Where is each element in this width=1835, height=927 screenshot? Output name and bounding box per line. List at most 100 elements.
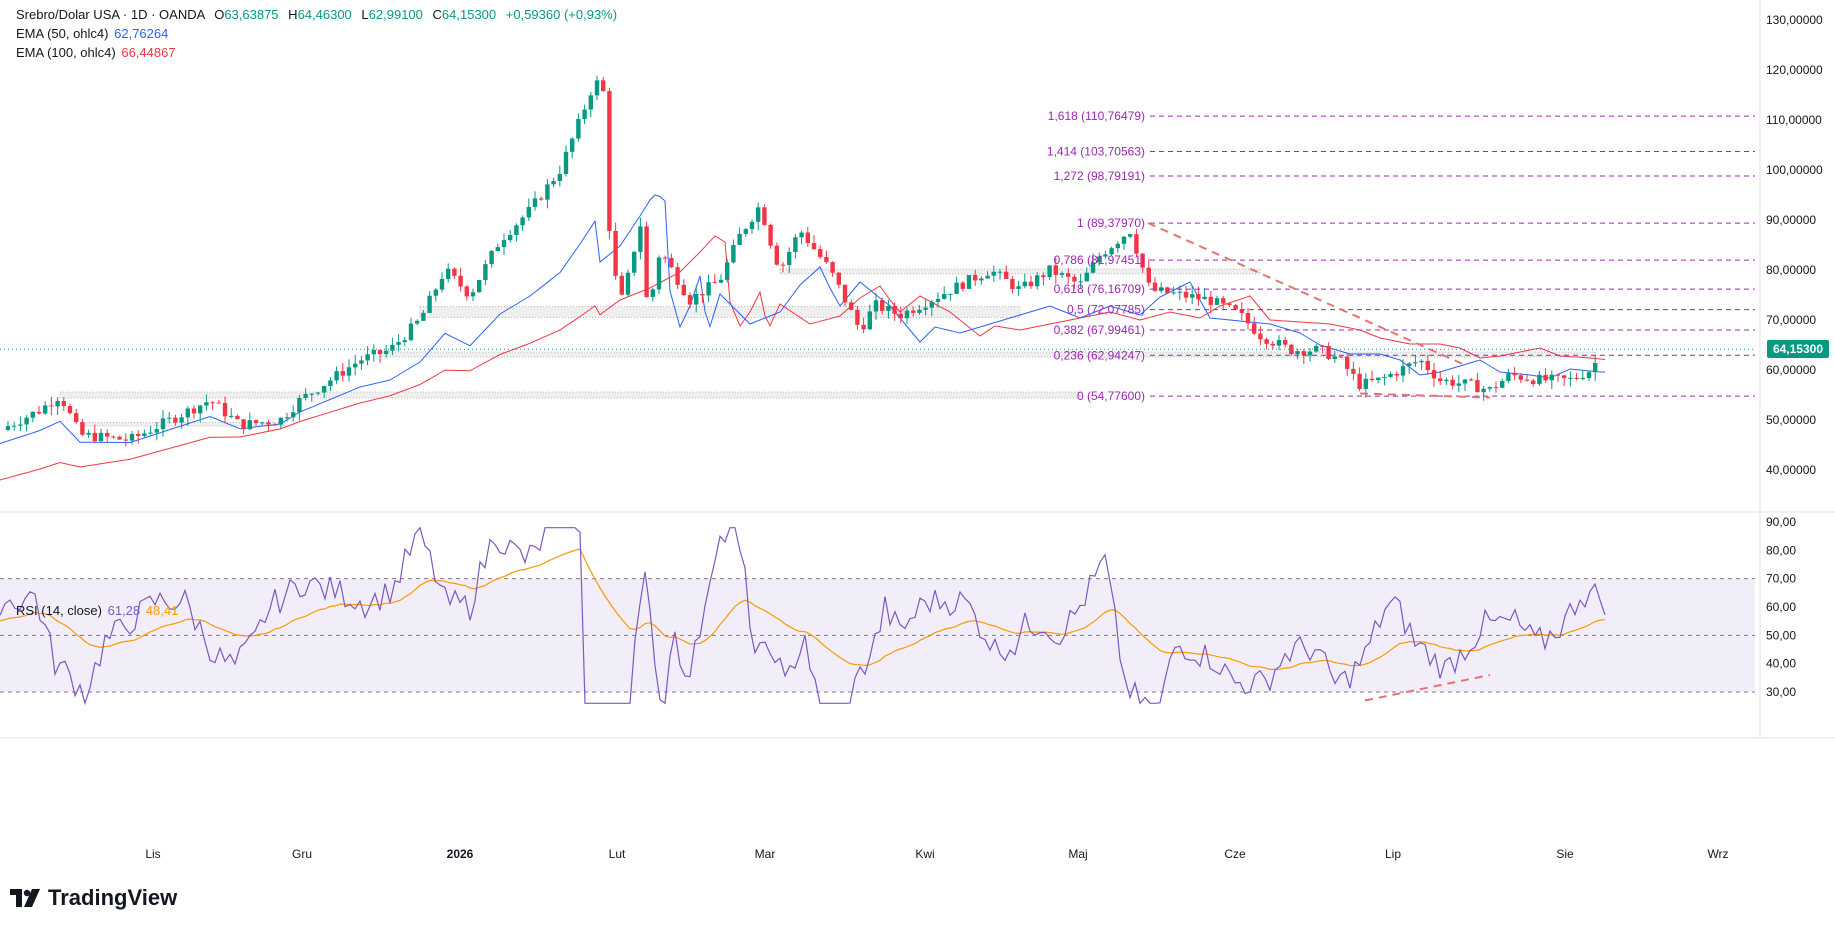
candle-body: [799, 232, 804, 238]
candle-body: [886, 305, 891, 311]
candle-body: [842, 284, 848, 303]
time-axis-tick-label: Cze: [1224, 847, 1246, 861]
candle-body: [1035, 275, 1040, 287]
candle-body: [160, 418, 166, 430]
rsi-legend[interactable]: RSI (14, close) 61,28 48,41: [16, 602, 178, 620]
candle-body: [985, 275, 990, 279]
candle-body: [979, 278, 984, 281]
candle-body: [1072, 276, 1077, 282]
symbol-title: Srebro/Dolar USA · 1D · OANDA: [16, 7, 205, 22]
candle-body: [1097, 256, 1102, 263]
candle-body: [731, 244, 736, 263]
candle-body: [1326, 346, 1331, 360]
candle-body: [594, 80, 600, 96]
candle-body: [241, 419, 246, 430]
candle-body: [1481, 388, 1486, 393]
rsi-axis-tick-label: 30,00: [1766, 685, 1796, 699]
candle-body: [452, 268, 457, 276]
candle-body: [1066, 273, 1071, 277]
candle-body: [1549, 374, 1554, 381]
candle-body: [1580, 377, 1585, 379]
candle-body: [154, 429, 159, 433]
fib-level-label: 1,272 (98,79191): [1054, 169, 1145, 183]
time-axis-tick-label: Mar: [755, 847, 776, 861]
candle-body: [216, 402, 221, 404]
candle-body: [458, 275, 463, 287]
candle-body: [892, 305, 897, 314]
candle-body: [588, 95, 593, 110]
candle-body: [712, 282, 717, 284]
candle-body: [377, 350, 383, 354]
ema50-label: EMA (50, ohlc4): [16, 26, 109, 41]
candle-body: [123, 439, 128, 441]
candle-body: [1028, 281, 1034, 287]
candle-body: [396, 342, 401, 345]
tradingview-logo[interactable]: TradingView: [10, 885, 177, 911]
candle-body: [1400, 366, 1406, 376]
candle-body: [700, 293, 705, 296]
time-axis-tick-label: 2026: [447, 847, 474, 861]
candle-body: [861, 324, 866, 330]
candle-body: [92, 432, 97, 442]
candle-body: [520, 217, 525, 226]
candle-body: [148, 432, 153, 434]
price-pane[interactable]: 1,618 (110,76479) 1,414 (103,70563) 1,272 …: [0, 75, 1755, 481]
candle-body: [650, 289, 655, 298]
rsi-divergence-line: [1364, 674, 1491, 702]
candle-body: [1165, 287, 1170, 294]
candle-body: [545, 184, 550, 200]
candle-body: [756, 207, 761, 222]
candle-body: [1128, 234, 1133, 237]
candle-body: [204, 402, 209, 406]
rsi-pane[interactable]: [0, 526, 1755, 706]
candle-body: [129, 433, 135, 441]
candle-body: [1493, 387, 1499, 389]
candle-body: [805, 232, 810, 244]
rsi-axis-tick-label: 80,00: [1766, 543, 1796, 557]
candle-body: [1475, 380, 1480, 393]
price-axis-tick-label: 100,00000: [1766, 163, 1823, 177]
support-zone: [59, 391, 1081, 399]
candle-body: [284, 417, 290, 419]
candle-body: [185, 408, 190, 418]
candle-body: [681, 284, 686, 296]
candle-body: [1084, 272, 1089, 282]
candle-body: [1152, 282, 1158, 291]
candle-body: [718, 279, 724, 283]
ema50-legend[interactable]: EMA (50, ohlc4) 62,76264: [16, 25, 168, 43]
candle-body: [1146, 267, 1151, 283]
candle-body: [415, 320, 420, 324]
symbol-legend[interactable]: Srebro/Dolar USA · 1D · OANDA O63,63875 …: [16, 7, 618, 22]
candle-body: [340, 371, 345, 376]
candle-body: [1431, 370, 1437, 379]
candle-body: [1221, 298, 1226, 304]
close-value: 64,15300: [441, 7, 497, 22]
candle-body: [1586, 372, 1592, 378]
fib-level-label: 0,236 (62,94247): [1054, 348, 1145, 362]
rsi-axis-tick-label: 40,00: [1766, 657, 1796, 671]
candle-body: [960, 282, 965, 289]
candle-body: [1004, 271, 1009, 279]
candle-body: [1382, 376, 1387, 378]
candle-body: [483, 264, 488, 280]
candle-body: [117, 436, 122, 440]
candle-body: [1047, 265, 1052, 278]
candle-body: [365, 354, 370, 361]
candle-body: [514, 225, 519, 235]
candle-body: [1531, 380, 1536, 385]
price-axis-tick-label: 80,00000: [1766, 263, 1816, 277]
candle-body: [687, 295, 693, 305]
candle-body: [749, 221, 755, 230]
fib-level-label: 0,382 (67,99461): [1054, 323, 1145, 337]
candle-body: [1090, 262, 1096, 273]
candle-body: [1413, 362, 1418, 364]
price-axis-tick-label: 90,00000: [1766, 213, 1816, 227]
candle-body: [1245, 313, 1251, 324]
rsi-axis-tick-label: 90,00: [1766, 515, 1796, 529]
candle-body: [1450, 379, 1455, 386]
candle-body: [266, 422, 271, 425]
ema100-legend[interactable]: EMA (100, ohlc4) 66,44867: [16, 44, 176, 62]
candle-body: [669, 257, 674, 268]
candle-body: [923, 307, 928, 310]
